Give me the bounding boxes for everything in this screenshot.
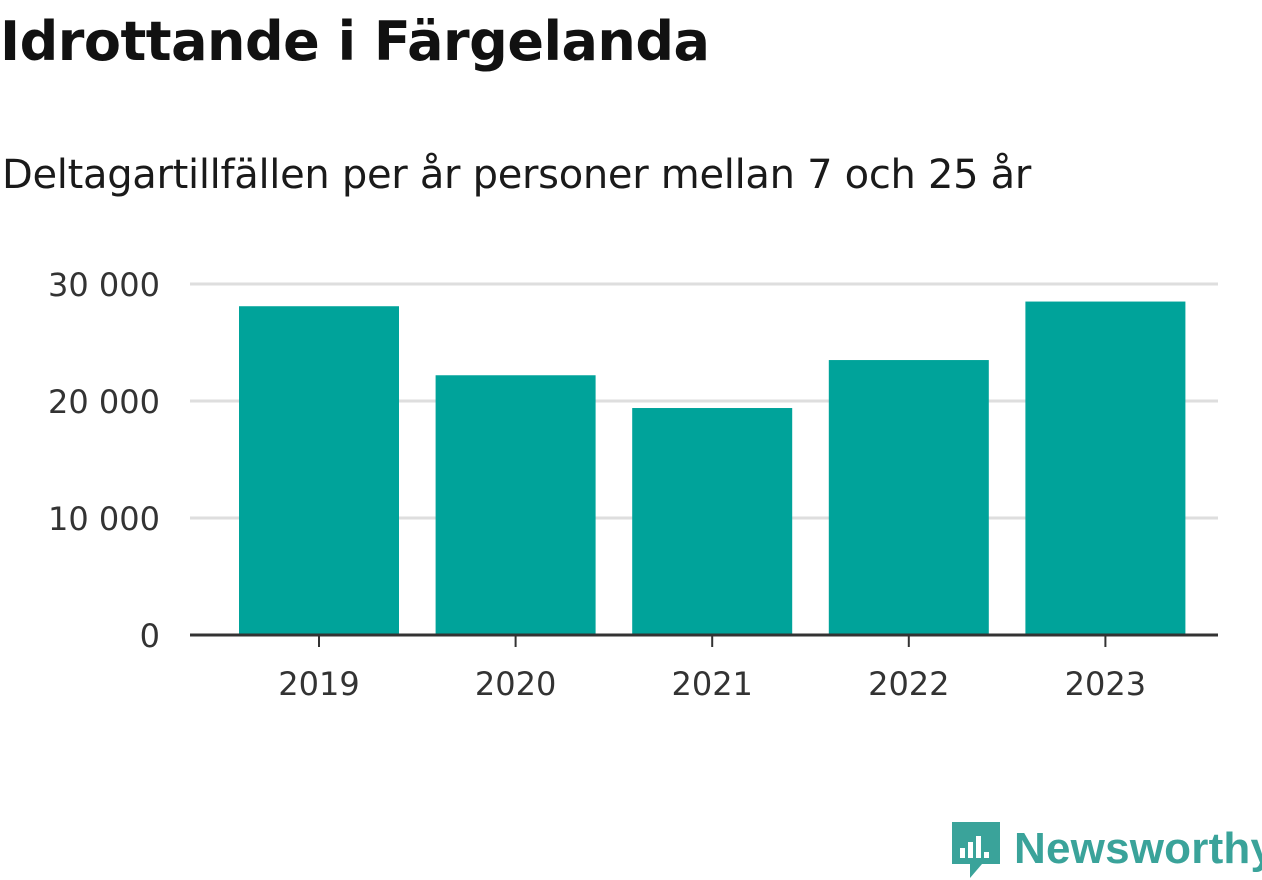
y-tick-label: 0 [140, 617, 160, 655]
y-tick-label: 20 000 [48, 383, 160, 421]
chart-subtitle: Deltagartillfällen per år personer mella… [2, 152, 1032, 198]
bar-2023 [1025, 301, 1186, 635]
y-tick-label: 10 000 [48, 500, 160, 538]
bars [239, 301, 1186, 635]
x-tick-label: 2021 [671, 665, 752, 703]
x-tick-label: 2019 [278, 665, 359, 703]
x-tick-label: 2023 [1065, 665, 1146, 703]
x-tick-label: 2020 [475, 665, 556, 703]
bar-2022 [828, 360, 989, 635]
y-tick-label: 30 000 [48, 266, 160, 304]
y-axis-labels: 0 10 000 20 000 30 000 [48, 266, 160, 655]
brand-name: Newsworthy [1014, 824, 1262, 873]
newsworthy-logo-icon [952, 822, 1000, 878]
bar-2019 [239, 306, 399, 635]
bar-2020 [435, 375, 596, 635]
bar-2021 [632, 408, 793, 635]
x-axis-labels: 2019 2020 2021 2022 2023 [278, 665, 1146, 703]
chart-title: Idrottande i Färgelanda [0, 10, 710, 73]
newsworthy-brand: Newsworthy [950, 818, 1262, 880]
x-axis [190, 633, 1218, 647]
x-tick-label: 2022 [868, 665, 949, 703]
